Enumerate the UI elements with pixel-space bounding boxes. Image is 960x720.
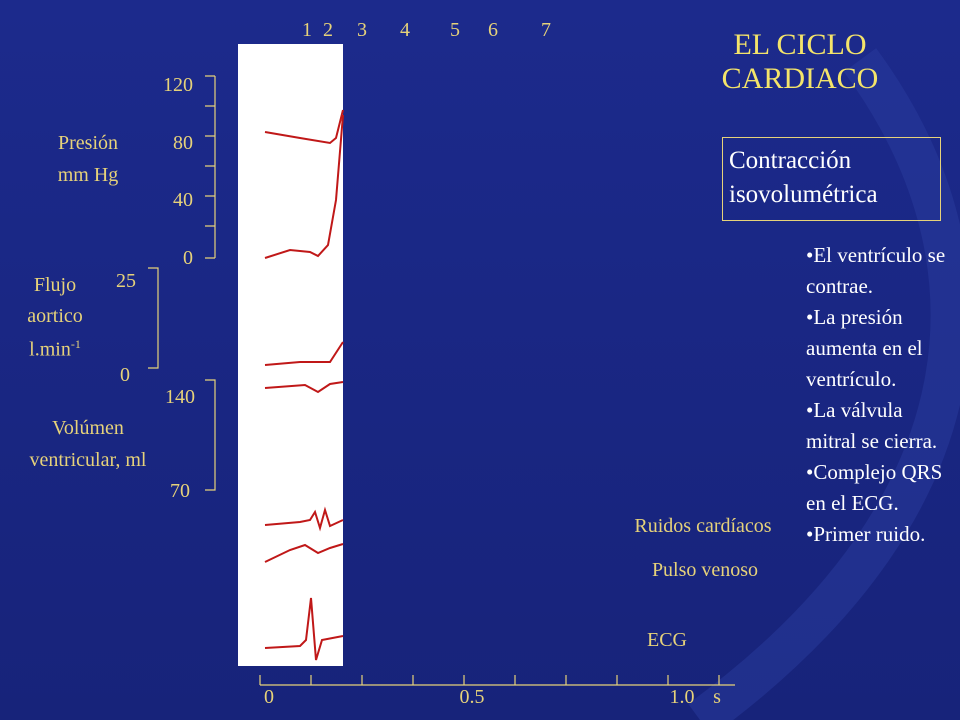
title-line: CARDIACO	[721, 62, 879, 95]
trace-label: Ruidos cardíacos	[634, 515, 772, 537]
bullet: El ventrículo se contrae.	[806, 240, 956, 302]
time-tick: 0.5	[459, 686, 485, 708]
recording-strip	[238, 44, 343, 666]
bullet: La presión aumenta en el ventrículo.	[806, 302, 956, 395]
volume-tick: 70	[170, 480, 190, 502]
phase-number: 4	[400, 19, 410, 41]
axes	[148, 75, 735, 686]
flow-label: l.min-1	[29, 338, 81, 360]
traces	[264, 109, 344, 661]
trace-label: Pulso venoso	[651, 559, 759, 581]
box-line: isovolumétrica	[729, 181, 878, 208]
flow-tick: 25	[116, 270, 136, 292]
flow-unit-exponent: -1	[70, 337, 81, 351]
flow-label: Flujo	[33, 274, 77, 296]
pressure-tick: 0	[183, 247, 193, 269]
pressure-label: mm Hg	[57, 164, 119, 186]
phase-number: 1	[302, 19, 312, 41]
phase-number: 6	[488, 19, 498, 41]
bullet: Primer ruido.	[806, 519, 956, 550]
title: EL CICLO CARDIACO	[722, 28, 879, 96]
phase-box: Contracción isovolumétrica	[722, 137, 941, 221]
pressure-tick: 80	[173, 132, 193, 154]
phase-number: 3	[357, 19, 367, 41]
pressure-tick: 120	[163, 74, 193, 96]
box-line: Contracción	[729, 147, 852, 174]
time-unit: s	[713, 686, 721, 708]
phase-number: 7	[541, 19, 551, 41]
phase-number: 5	[450, 19, 460, 41]
title-line: EL CICLO	[733, 28, 867, 61]
flow-label: aortico	[27, 305, 83, 327]
flow-tick: 0	[120, 364, 130, 386]
pressure-label: Presión	[58, 132, 118, 154]
flow-unit: l.min	[29, 338, 71, 361]
pressure-tick: 40	[173, 189, 193, 211]
phase-number: 2	[323, 19, 333, 41]
volume-label: ventricular, ml	[29, 449, 147, 471]
volume-label: Volúmen	[52, 417, 124, 439]
bullet: La válvula mitral se cierra.	[806, 395, 956, 457]
trace-label: ECG	[647, 629, 687, 651]
time-tick: 1.0	[669, 686, 695, 708]
time-tick: 0	[264, 686, 274, 708]
bullet-list: El ventrículo se contrae. La presión aum…	[806, 240, 956, 550]
volume-tick: 140	[165, 386, 195, 408]
bullet: Complejo QRS en el ECG.	[806, 457, 956, 519]
